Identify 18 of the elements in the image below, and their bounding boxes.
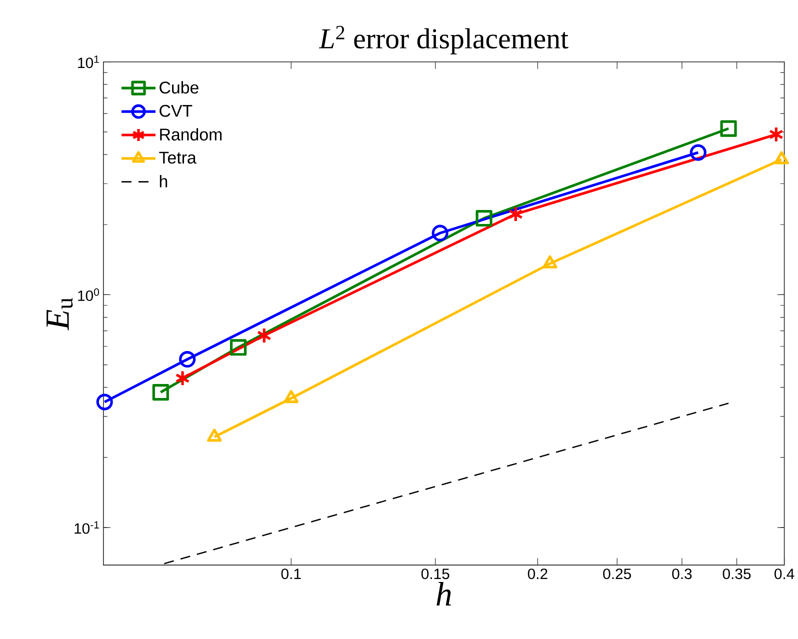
x-tick-label: 0.2 xyxy=(528,568,548,580)
x-axis-title: h xyxy=(436,582,451,606)
y-tick-label: 10$^{1}$ xyxy=(78,56,99,68)
legend-label: h xyxy=(160,174,168,188)
y-axis-title: E$_{u}$ xyxy=(46,298,73,330)
legend-label: Cube xyxy=(160,81,198,94)
legend-label: Random xyxy=(160,128,222,141)
legend-label: Tetra xyxy=(159,152,196,164)
y-tick-label: 10$^{0}$ xyxy=(78,288,99,302)
x-tick-label: 0.3 xyxy=(672,568,692,580)
y-tick-label: 10$^{-1}$ xyxy=(74,521,99,534)
x-tick-label: 0.1 xyxy=(281,568,301,580)
chart-title: L$^{2}$ error displacement xyxy=(318,26,568,54)
legend-label: CVT xyxy=(160,104,192,117)
x-tick-label: 0.15 xyxy=(421,568,450,580)
x-tick-label: 0.25 xyxy=(603,568,631,580)
x-tick-label: 0.4 xyxy=(774,568,794,580)
x-tick-label: 0.35 xyxy=(722,568,751,580)
